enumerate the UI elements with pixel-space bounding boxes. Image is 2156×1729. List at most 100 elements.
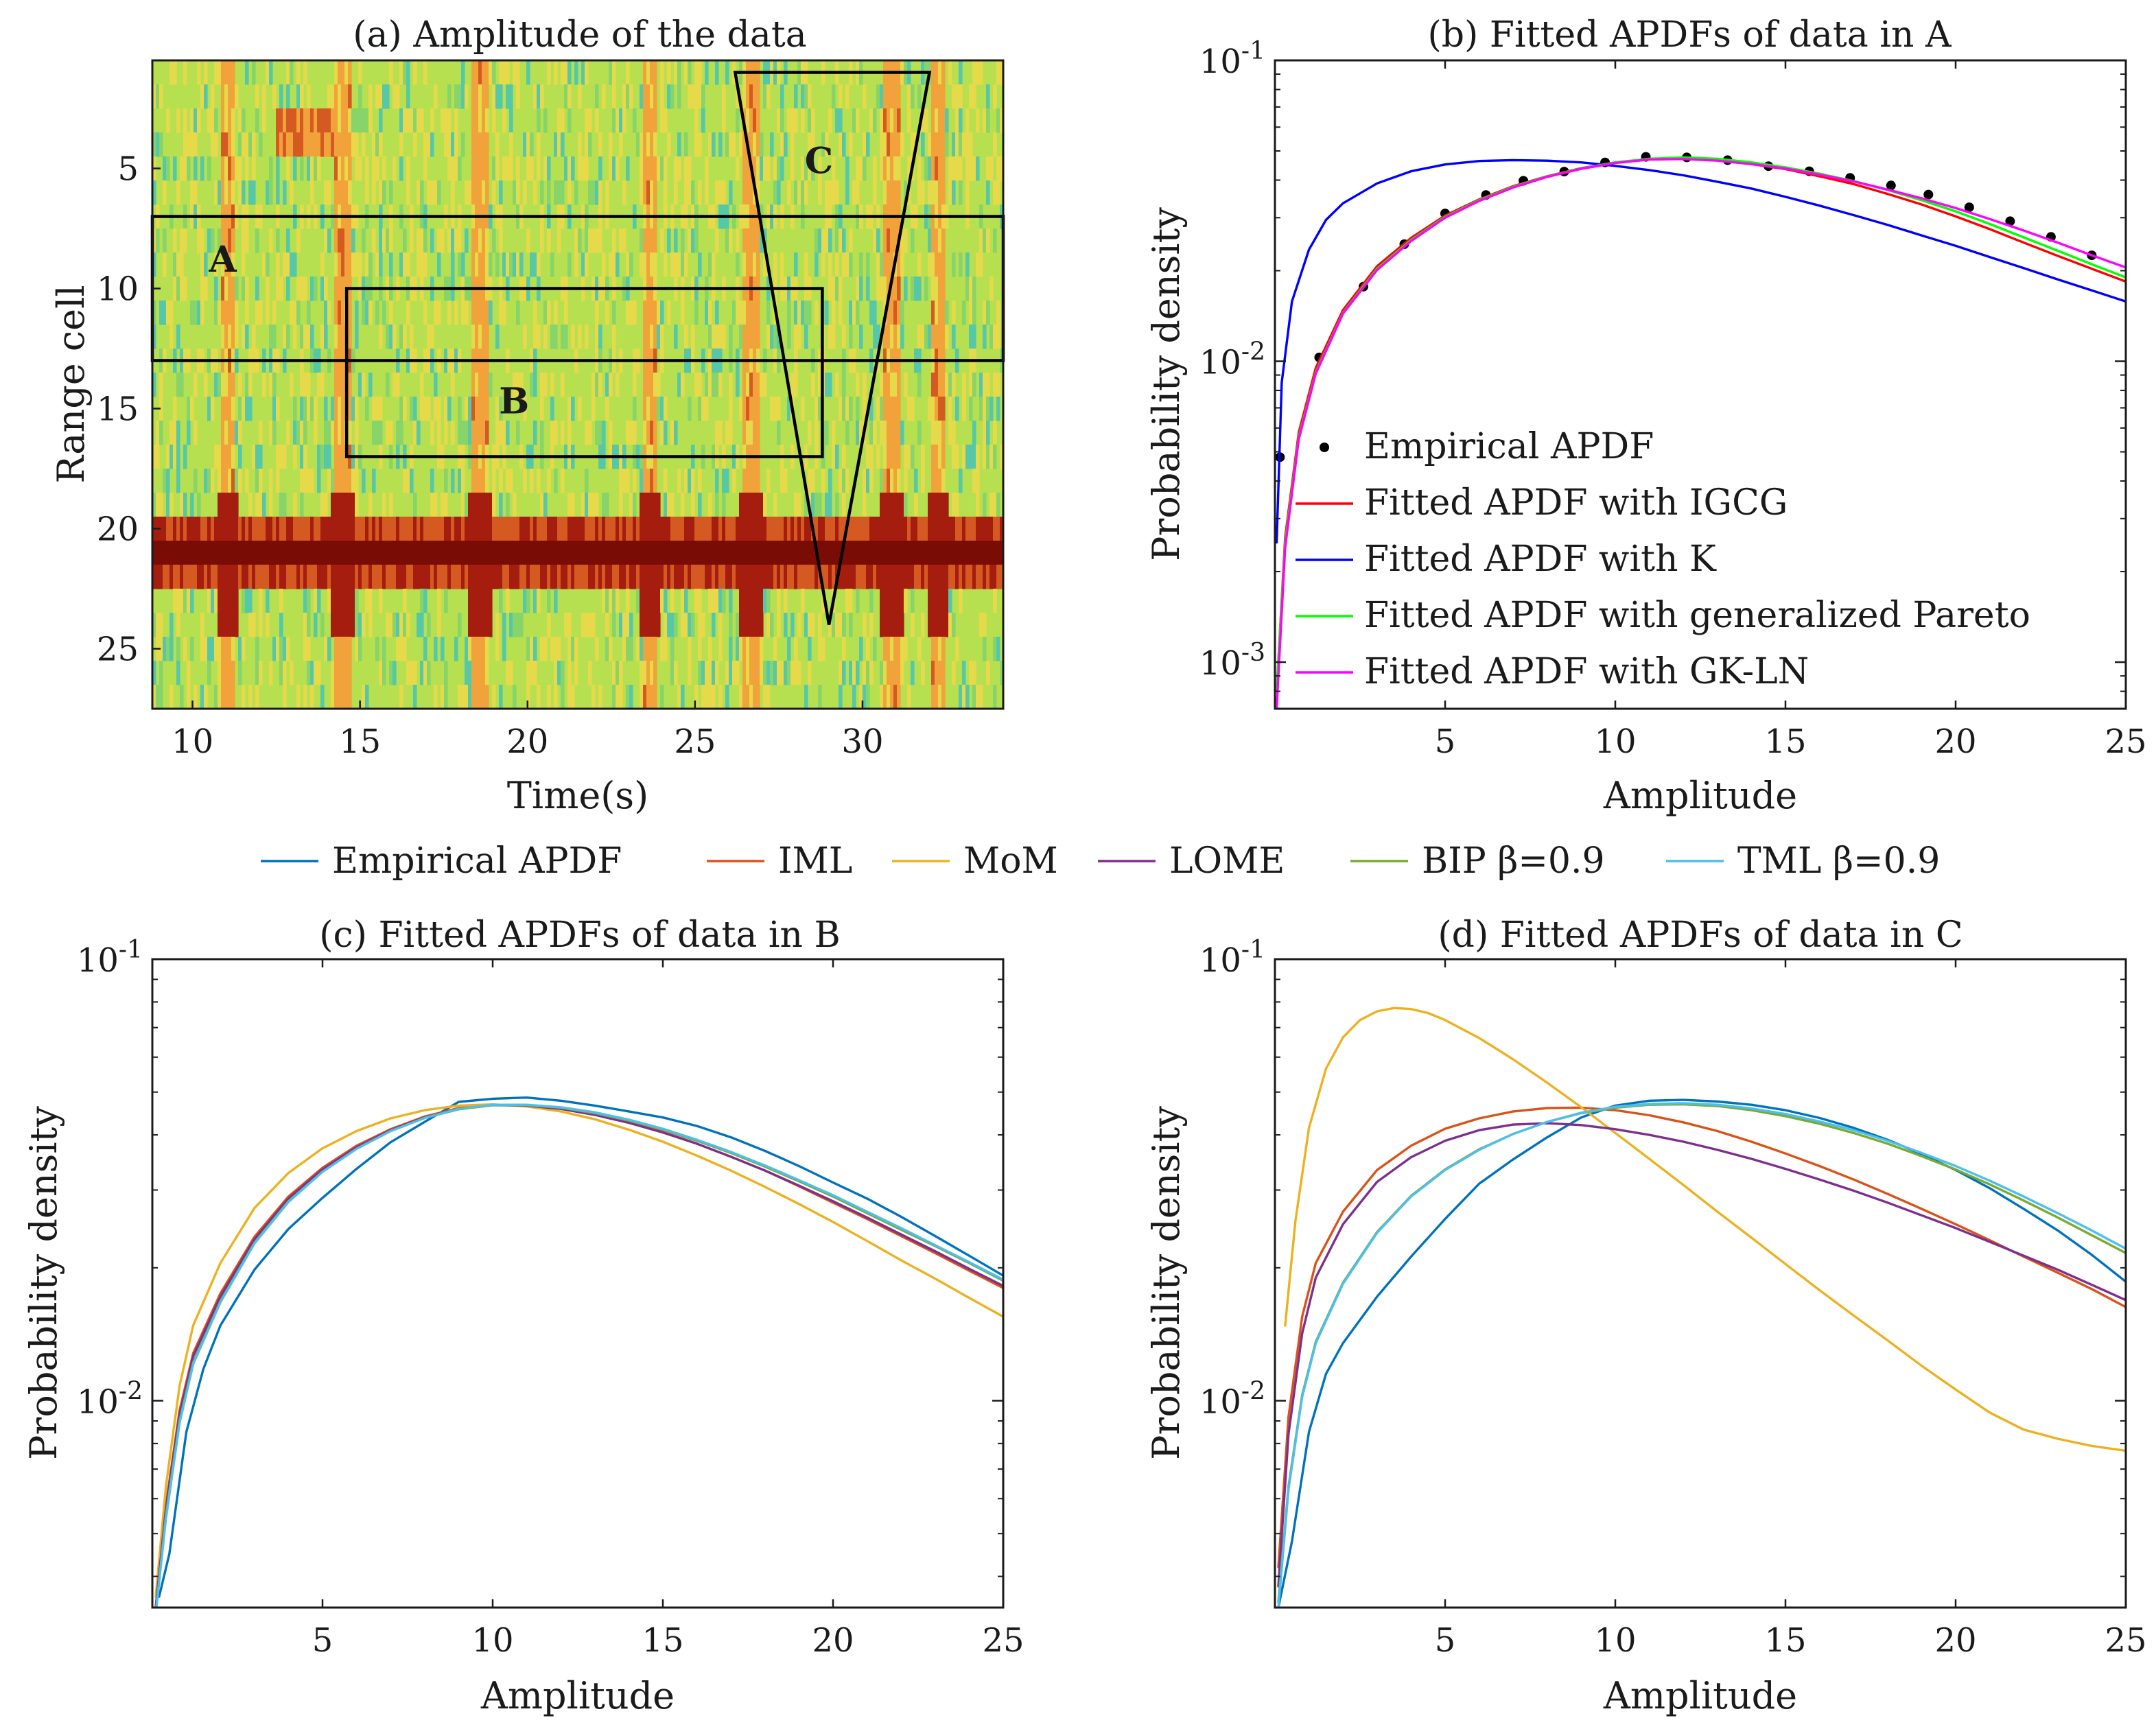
heatmap-cell — [259, 613, 263, 637]
heatmap-cell — [163, 180, 167, 205]
heatmap-cell — [344, 589, 349, 613]
heatmap-cell — [585, 132, 589, 157]
heatmap-cell — [314, 132, 318, 157]
heatmap-cell — [677, 252, 681, 277]
heatmap-cell — [296, 685, 301, 709]
heatmap-cell — [979, 565, 983, 589]
heatmap-cell — [214, 445, 218, 469]
heatmap-cell — [252, 132, 256, 157]
heatmap-cell — [626, 421, 630, 445]
heatmap-cell — [207, 517, 211, 541]
heatmap-cell — [996, 180, 1000, 205]
heatmap-cell — [224, 373, 229, 397]
heatmap-cell — [921, 445, 925, 469]
heatmap-cell — [513, 517, 517, 541]
heatmap-cell — [279, 637, 283, 661]
heatmap-cell — [180, 252, 184, 277]
heatmap-cell — [303, 469, 307, 493]
heatmap-cell — [660, 421, 664, 445]
heatmap-cell — [832, 613, 836, 637]
heatmap-cell — [797, 541, 801, 565]
heatmap-cell — [310, 661, 314, 685]
heatmap-cell — [296, 228, 301, 253]
heatmap-cell — [952, 84, 956, 109]
heatmap-cell — [688, 397, 692, 421]
heatmap-cell — [917, 277, 922, 301]
heatmap-cell — [677, 685, 681, 709]
heatmap-cell — [595, 493, 599, 517]
heatmap-cell — [399, 325, 403, 349]
heatmap-cell — [406, 156, 410, 181]
heatmap-cell — [300, 84, 304, 109]
heatmap-cell — [420, 252, 424, 277]
heatmap-cell — [893, 637, 898, 661]
heatmap-cell — [698, 469, 702, 493]
heatmap-cell — [605, 397, 609, 421]
heatmap-cell — [811, 541, 815, 565]
heatmap-cell — [334, 108, 338, 133]
heatmap-cell — [437, 589, 441, 613]
heatmap-cell — [197, 493, 201, 517]
heatmap-cell — [252, 60, 256, 85]
heatmap-cell — [588, 228, 592, 253]
heatmap-cell — [887, 132, 891, 157]
heatmap-cell — [935, 517, 939, 541]
heatmap-cell — [334, 493, 338, 517]
heatmap-cell — [478, 637, 482, 661]
heatmap-cell — [959, 132, 963, 157]
heatmap-cell — [420, 661, 424, 685]
heatmap-cell — [190, 301, 194, 325]
heatmap-cell — [571, 517, 575, 541]
heatmap-cell — [406, 541, 410, 565]
heatmap-cell — [887, 685, 891, 709]
heatmap-cell — [238, 541, 242, 565]
heatmap-cell — [471, 301, 476, 325]
heatmap-cell — [334, 421, 338, 445]
heatmap-cell — [502, 60, 506, 85]
heatmap-cell — [183, 565, 187, 589]
heatmap-cell — [190, 589, 194, 613]
heatmap-cell — [259, 517, 263, 541]
heatmap-cell — [688, 84, 692, 109]
heatmap-cell — [941, 469, 946, 493]
heatmap-cell — [729, 397, 733, 421]
heatmap-cell — [327, 301, 331, 325]
heatmap-cell — [420, 373, 424, 397]
heatmap-cell — [674, 565, 678, 589]
heatmap-cell — [300, 493, 304, 517]
heatmap-cell — [314, 277, 318, 301]
heatmap-cell — [989, 156, 994, 181]
heatmap-cell — [794, 661, 798, 685]
heatmap-cell — [482, 228, 486, 253]
heatmap-cell — [152, 301, 156, 325]
heatmap-cell — [499, 469, 503, 493]
heatmap-cell — [465, 661, 469, 685]
heatmap-cell — [221, 493, 225, 517]
heatmap-cell — [911, 589, 915, 613]
heatmap-cell — [506, 493, 510, 517]
heatmap-cell — [935, 397, 939, 421]
heatmap-cell — [694, 685, 699, 709]
heatmap-cell — [657, 301, 661, 325]
heatmap-cell — [509, 517, 513, 541]
heatmap-cell — [852, 541, 856, 565]
heatmap-cell — [221, 156, 225, 181]
heatmap-cell — [828, 541, 832, 565]
heatmap-cell — [746, 397, 750, 421]
heatmap-cell — [842, 493, 846, 517]
heatmap-cell — [887, 517, 891, 541]
heatmap-cell — [564, 156, 568, 181]
heatmap-cell — [554, 180, 558, 205]
heatmap-cell — [595, 108, 599, 133]
heatmap-cell — [773, 565, 777, 589]
heatmap-cell — [931, 373, 935, 397]
heatmap-cell — [283, 445, 287, 469]
heatmap-cell — [190, 517, 194, 541]
heatmap-cell — [897, 252, 901, 277]
heatmap-cell — [204, 469, 208, 493]
heatmap-cell — [873, 301, 877, 325]
heatmap-cell — [187, 517, 191, 541]
heatmap-cell — [790, 156, 795, 181]
heatmap-cell — [845, 84, 849, 109]
heatmap-cell — [224, 301, 229, 325]
